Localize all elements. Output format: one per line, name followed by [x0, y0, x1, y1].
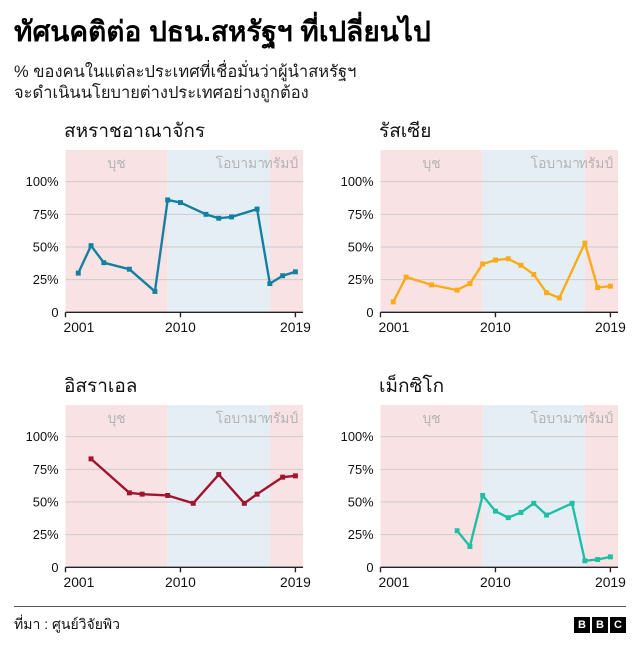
svg-text:2010: 2010 — [165, 319, 196, 335]
svg-text:โอบามา: โอบามา — [216, 410, 265, 426]
svg-text:75%: 75% — [348, 462, 374, 477]
bbc-logo-block-b1: B — [574, 617, 590, 634]
svg-text:75%: 75% — [33, 462, 59, 477]
svg-text:โอบามา: โอบามา — [216, 155, 265, 171]
svg-text:50%: 50% — [33, 495, 59, 510]
svg-text:50%: 50% — [348, 240, 374, 255]
svg-text:25%: 25% — [348, 527, 374, 542]
svg-text:บุช: บุช — [107, 410, 125, 427]
chart-united-kingdom: สหราชอาณาจักร บุช โอบามา ทรัมป์ 0 25% 50% 75% 1… — [14, 116, 311, 351]
svg-text:100%: 100% — [26, 429, 59, 444]
bbc-logo-block-b2: B — [592, 617, 608, 634]
svg-text:2010: 2010 — [165, 574, 196, 590]
chart-russia: รัสเซีย บุช โอบามา ทรัมป์ 0 25% 50% 75% 100% 200… — [329, 116, 626, 351]
svg-text:โอบามา: โอบามา — [531, 410, 580, 426]
svg-text:100%: 100% — [26, 174, 59, 189]
svg-text:2019: 2019 — [280, 319, 311, 335]
svg-text:25%: 25% — [348, 272, 374, 287]
page-subtitle-line1: % ของคนในแต่ละประเทศที่เชื่อมั่นว่าผู้นำ… — [14, 63, 357, 81]
svg-text:ทรัมป์: ทรัมป์ — [264, 155, 298, 171]
svg-text:25%: 25% — [33, 527, 59, 542]
svg-text:0: 0 — [51, 305, 58, 320]
svg-text:2019: 2019 — [280, 574, 311, 590]
svg-text:100%: 100% — [341, 174, 374, 189]
svg-text:2001: 2001 — [64, 574, 95, 590]
svg-text:ทรัมป์: ทรัมป์ — [264, 410, 298, 426]
svg-text:100%: 100% — [341, 429, 374, 444]
svg-text:50%: 50% — [33, 240, 59, 255]
svg-text:2001: 2001 — [64, 319, 95, 335]
bbc-logo-block-c: C — [610, 617, 626, 634]
footer: ที่มา : ศูนย์วิจัยพิว B B C — [14, 606, 626, 646]
svg-text:2019: 2019 — [595, 319, 626, 335]
page-title: ทัศนคติต่อ ปธน.สหรัฐฯ ที่เปลี่ยนไป — [14, 16, 431, 47]
svg-text:บุช: บุช — [107, 155, 125, 172]
svg-text:25%: 25% — [33, 272, 59, 287]
charts-grid: สหราชอาณาจักร บุช โอบามา ทรัมป์ 0 25% 50% 75% 1… — [14, 116, 626, 606]
svg-text:บุช: บุช — [422, 155, 440, 172]
chart-title-united-kingdom: สหราชอาณาจักร — [64, 121, 206, 143]
chart-title-mexico: เม็กซิโก — [379, 376, 445, 398]
svg-text:2010: 2010 — [480, 319, 511, 335]
chart-title-russia: รัสเซีย — [379, 121, 432, 143]
chart-title-israel: อิสราเอล — [64, 376, 138, 398]
svg-text:ทรัมป์: ทรัมป์ — [579, 410, 613, 426]
svg-text:0: 0 — [366, 560, 373, 575]
svg-text:0: 0 — [366, 305, 373, 320]
page-subtitle-line2: จะดำเนินนโยบายต่างประเทศอย่างถูกต้อง — [14, 84, 309, 103]
svg-text:2010: 2010 — [480, 574, 511, 590]
source-note: ที่มา : ศูนย์วิจัยพิว — [14, 616, 121, 633]
bbc-logo: B B C — [574, 617, 626, 634]
svg-text:75%: 75% — [33, 207, 59, 222]
svg-text:2001: 2001 — [379, 574, 410, 590]
svg-text:บุช: บุช — [422, 410, 440, 427]
chart-israel: อิสราเอล บุช โอบามา ทรัมป์ 0 25% 50% 75% 100% 20… — [14, 371, 311, 606]
svg-text:โอบามา: โอบามา — [531, 155, 580, 171]
svg-text:2019: 2019 — [595, 574, 626, 590]
svg-text:ทรัมป์: ทรัมป์ — [579, 155, 613, 171]
svg-text:0: 0 — [51, 560, 58, 575]
svg-text:2001: 2001 — [379, 319, 410, 335]
svg-text:50%: 50% — [348, 495, 374, 510]
svg-text:75%: 75% — [348, 207, 374, 222]
chart-mexico: เม็กซิโก บุช โอบามา ทรัมป์ 0 25% 50% 75% 100% 20… — [329, 371, 626, 606]
page-subtitle: % ของคนในแต่ละประเทศที่เชื่อมั่นว่าผู้นำ… — [14, 62, 626, 104]
